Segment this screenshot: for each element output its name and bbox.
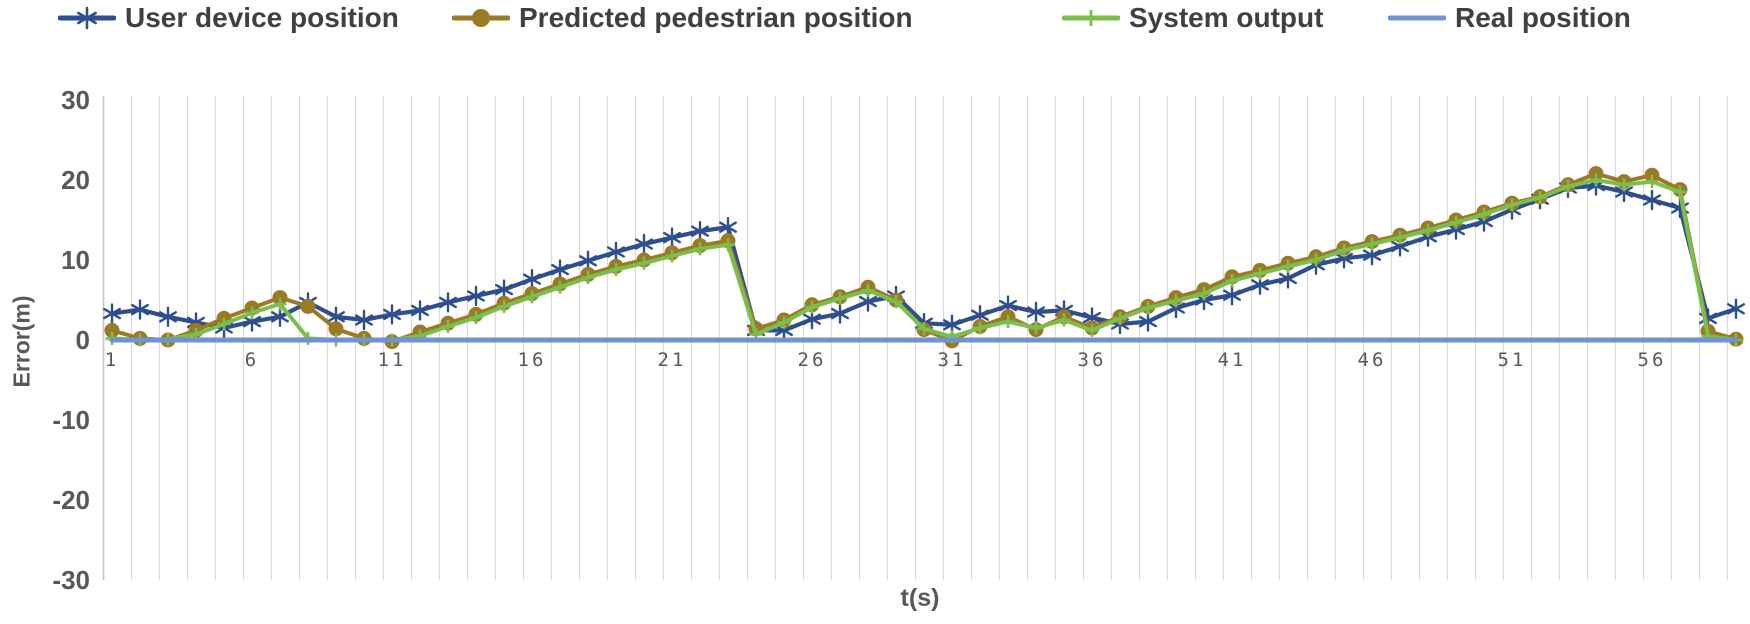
y-tick-label: 0 xyxy=(76,325,90,355)
real-position-legend-marker xyxy=(1388,15,1446,21)
x-tick-label: 51 xyxy=(1498,349,1527,371)
y-tick-label: -10 xyxy=(52,405,90,435)
legend-item-real-position: Real position xyxy=(1388,2,1631,34)
y-tick-label: -20 xyxy=(52,485,90,515)
x-tick-label: 31 xyxy=(938,349,967,371)
x-tick-label: 21 xyxy=(658,349,687,371)
x-tick-label: 36 xyxy=(1078,349,1107,371)
legend-label: User device position xyxy=(125,2,399,33)
x-tick-label: 6 xyxy=(245,349,259,371)
x-tick-label: 26 xyxy=(798,349,827,371)
x-tick-label: 16 xyxy=(518,349,547,371)
predicted-pedestrian-legend-marker xyxy=(452,9,510,27)
x-axis-title: t(s) xyxy=(900,584,940,612)
x-tick-label: 46 xyxy=(1358,349,1387,371)
x-tick-label: 56 xyxy=(1638,349,1667,371)
y-tick-labels: 30 20 10 0 -10 -20 -30 xyxy=(52,85,90,595)
y-tick-label: 30 xyxy=(61,85,90,115)
x-tick-label: 1 xyxy=(105,349,119,371)
x-tick-labels: 1 6 11 16 21 26 31 36 41 46 51 56 xyxy=(105,349,1667,371)
x-tick-label: 41 xyxy=(1218,349,1247,371)
legend-item-user-device-position: User device position xyxy=(58,2,399,34)
legend-label: System output xyxy=(1129,2,1324,33)
legend-label: Real position xyxy=(1455,2,1631,33)
legend-label: Predicted pedestrian position xyxy=(519,2,913,33)
y-tick-label: 10 xyxy=(61,245,90,275)
legend-item-system-output: System output xyxy=(1062,2,1323,34)
y-tick-label: 20 xyxy=(61,165,90,195)
legend-item-predicted-pedestrian-position: Predicted pedestrian position xyxy=(452,2,913,34)
user-device-legend-marker xyxy=(58,6,116,30)
y-tick-label: -30 xyxy=(52,565,90,595)
series-user-device-position xyxy=(103,175,1745,341)
x-tick-label: 11 xyxy=(378,349,407,371)
system-output-legend-marker xyxy=(1062,10,1120,26)
